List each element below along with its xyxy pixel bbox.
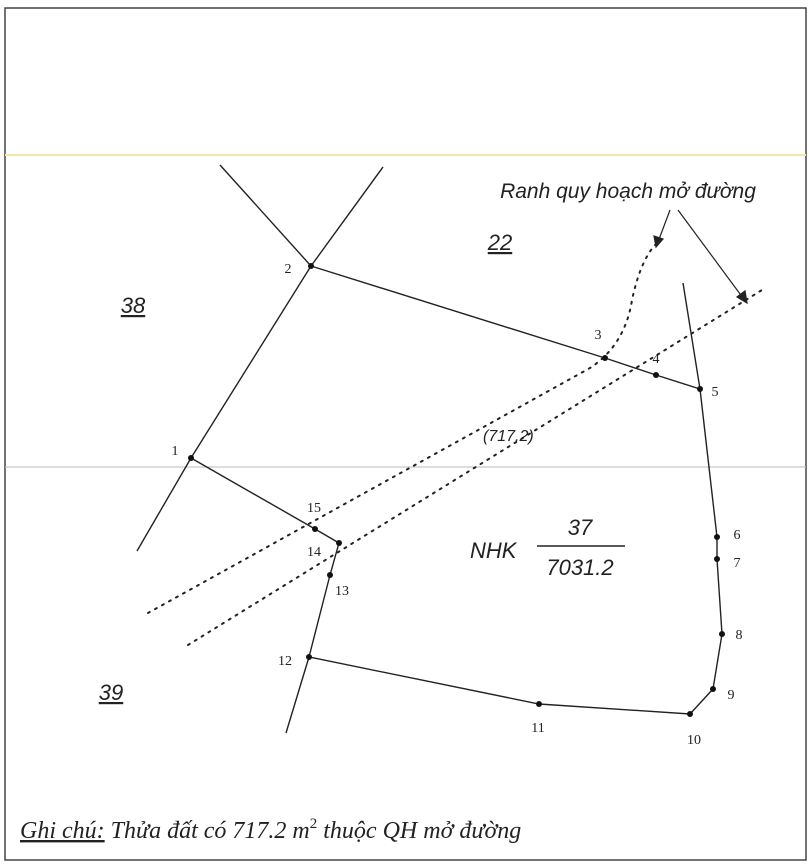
- point-label: 9: [728, 688, 735, 703]
- arrowhead: [653, 235, 665, 249]
- arrow: [677, 209, 744, 299]
- survey-point: [719, 631, 725, 637]
- point-label: 5: [712, 385, 719, 400]
- parcel-label: 22: [487, 230, 512, 255]
- survey-point: [714, 534, 720, 540]
- survey-point: [687, 711, 693, 717]
- road-area: (717.2): [483, 428, 534, 445]
- point-label: 6: [734, 528, 741, 543]
- note-sup: 2: [310, 816, 318, 832]
- parcel-label: 39: [99, 680, 123, 705]
- point-label: 1: [172, 444, 179, 459]
- annotation: Ranh quy hoạch mở đường: [500, 180, 756, 203]
- arrows: [653, 209, 748, 305]
- note-rest: thuộc QH mở đường: [317, 818, 521, 844]
- parcel-code: NHK: [470, 538, 518, 563]
- parcel-label: 38: [121, 293, 146, 318]
- survey-point: [602, 355, 608, 361]
- parcel-number: 37: [568, 515, 593, 540]
- note: Ghi chú: Thửa đất có 717.2 m2 thuộc QH mở…: [20, 816, 521, 844]
- road-boundary: [147, 244, 656, 614]
- point-label: 10: [687, 733, 701, 748]
- road-plan: [147, 244, 763, 646]
- point-label: 4: [653, 352, 660, 367]
- survey-point: [188, 455, 194, 461]
- parcel-area: 7031.2: [546, 555, 613, 580]
- note-text: Thửa đất có 717.2 m: [111, 818, 310, 844]
- survey-point: [336, 540, 342, 546]
- survey-point: [697, 386, 703, 392]
- survey-point: [308, 263, 314, 269]
- point-label: 13: [335, 584, 349, 599]
- survey-point: [653, 372, 659, 378]
- border: [4, 7, 807, 861]
- point-label: 2: [285, 262, 292, 277]
- survey-point: [714, 556, 720, 562]
- survey-point: [306, 654, 312, 660]
- point-label: 3: [595, 328, 602, 343]
- point-label: 8: [736, 628, 743, 643]
- point-label: 14: [307, 545, 321, 560]
- point-label: 7: [734, 556, 741, 571]
- point-label: 15: [307, 501, 321, 516]
- survey-point: [710, 686, 716, 692]
- arrow: [657, 209, 671, 243]
- arrowhead: [735, 289, 748, 305]
- note-label: Ghi chú:: [20, 818, 105, 844]
- road-boundary: [187, 289, 763, 646]
- survey-point: [327, 572, 333, 578]
- point-label: 11: [531, 721, 544, 736]
- survey-point: [312, 526, 318, 532]
- survey-point: [536, 701, 542, 707]
- point-label: 12: [278, 654, 292, 669]
